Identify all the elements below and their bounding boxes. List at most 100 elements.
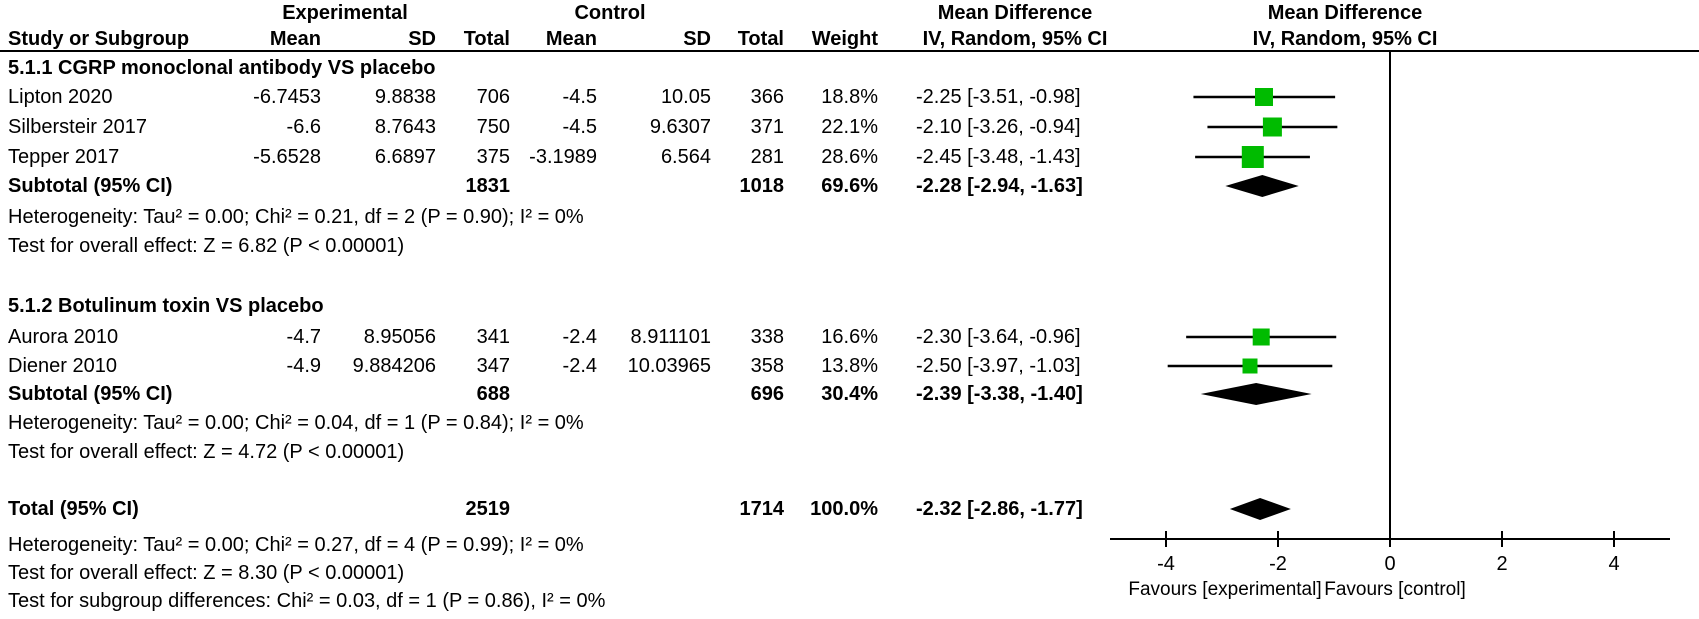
exp-sd: 6.6897: [374, 146, 436, 168]
weight: 22.1%: [821, 116, 878, 138]
col-header-ctrl-sd: SD: [683, 28, 711, 50]
exp-mean: -4.7: [286, 326, 321, 348]
ci-text: -2.10 [-3.26, -0.94]: [916, 116, 1081, 138]
exp-total: 347: [476, 355, 510, 377]
subtotal-ctrl-total: 1018: [739, 175, 785, 197]
total-weight: 100.0%: [810, 498, 878, 520]
ctrl-sd: 10.03965: [627, 355, 711, 377]
subtotal-weight: 69.6%: [821, 175, 878, 197]
col-header-ci-text: IV, Random, 95% CI: [922, 28, 1108, 50]
header-control: Control: [574, 2, 646, 24]
ctrl-mean: -2.4: [562, 355, 597, 377]
total-ci-text: -2.32 [-2.86, -1.77]: [916, 498, 1083, 520]
ctrl-mean: -4.5: [562, 116, 597, 138]
weight: 18.8%: [821, 86, 878, 108]
header-mean-difference-2: Mean Difference: [1267, 2, 1423, 24]
effect-square: [1252, 328, 1270, 346]
tick-label: 4: [1608, 553, 1620, 575]
overall-effect-note: Test for overall effect: Z = 6.82 (P < 0…: [8, 235, 405, 257]
subtotal-ci-text: -2.28 [-2.94, -1.63]: [916, 175, 1083, 197]
subtotal-diamond: [1200, 383, 1312, 405]
exp-mean: -6.6: [286, 116, 321, 138]
total-heterogeneity-note: Heterogeneity: Tau² = 0.00; Chi² = 0.27,…: [8, 534, 584, 556]
exp-sd: 8.95056: [363, 326, 436, 348]
ctrl-total: 371: [750, 116, 784, 138]
ctrl-sd: 10.05: [660, 86, 711, 108]
col-header-ctrl-mean: Mean: [545, 28, 597, 50]
tick-label: -2: [1269, 553, 1287, 575]
subtotal-weight: 30.4%: [821, 383, 878, 405]
ctrl-mean: -3.1989: [529, 146, 597, 168]
col-header-exp-mean: Mean: [269, 28, 321, 50]
col-header-ctrl-total: Total: [737, 28, 784, 50]
ci-text: -2.25 [-3.51, -0.98]: [916, 86, 1081, 108]
study-name: Diener 2010: [8, 355, 117, 377]
col-header-weight: Weight: [811, 28, 878, 50]
effect-square: [1242, 358, 1258, 374]
weight: 28.6%: [821, 146, 878, 168]
study-name: Silbersteir 2017: [8, 116, 147, 138]
effect-square: [1262, 117, 1282, 137]
ctrl-sd: 6.564: [660, 146, 711, 168]
overall-effect-note: Test for overall effect: Z = 4.72 (P < 0…: [8, 441, 405, 463]
tick-label: -4: [1157, 553, 1175, 575]
exp-sd: 9.884206: [352, 355, 436, 377]
subgroup-differences-note: Test for subgroup differences: Chi² = 0.…: [8, 590, 606, 612]
ctrl-total: 338: [750, 326, 784, 348]
header-rule: [0, 50, 1699, 52]
col-header-exp-total: Total: [463, 28, 510, 50]
col-header-study: Study or Subgroup: [8, 28, 190, 50]
exp-total: 750: [476, 116, 510, 138]
exp-total: 375: [476, 146, 510, 168]
ctrl-mean: -4.5: [562, 86, 597, 108]
col-header-exp-sd: SD: [408, 28, 436, 50]
total-diamond: [1229, 498, 1291, 520]
exp-mean: -6.7453: [253, 86, 321, 108]
effect-square: [1255, 88, 1273, 106]
exp-total: 341: [476, 326, 510, 348]
ctrl-total: 281: [750, 146, 784, 168]
header-experimental: Experimental: [282, 2, 408, 24]
ctrl-sd: 9.6307: [649, 116, 711, 138]
study-name: Tepper 2017: [8, 146, 120, 168]
subtotal-ci-text: -2.39 [-3.38, -1.40]: [916, 383, 1083, 405]
favours-control-label: Favours [control]: [1324, 579, 1466, 600]
total-ctrl-total: 1714: [739, 498, 785, 520]
exp-sd: 8.7643: [374, 116, 436, 138]
effect-square: [1241, 146, 1264, 168]
subtotal-diamond: [1225, 175, 1299, 197]
exp-total: 706: [476, 86, 510, 108]
ci-text: -2.30 [-3.64, -0.96]: [916, 326, 1081, 348]
heterogeneity-note: Heterogeneity: Tau² = 0.00; Chi² = 0.21,…: [8, 206, 584, 228]
exp-mean: -5.6528: [253, 146, 321, 168]
ci-text: -2.45 [-3.48, -1.43]: [916, 146, 1081, 168]
exp-mean: -4.9: [286, 355, 321, 377]
weight: 13.8%: [821, 355, 878, 377]
subtotal-label: Subtotal (95% CI): [8, 383, 173, 405]
tick-label: 0: [1384, 553, 1396, 575]
ctrl-mean: -2.4: [562, 326, 597, 348]
exp-sd: 9.8838: [374, 86, 436, 108]
tick-label: 2: [1496, 553, 1508, 575]
header-mean-difference-1: Mean Difference: [937, 2, 1093, 24]
total-label: Total (95% CI): [8, 498, 139, 520]
total-exp-total: 2519: [465, 498, 511, 520]
study-name: Lipton 2020: [8, 86, 113, 108]
ctrl-sd: 8.911101: [630, 326, 711, 348]
col-header-ci-plot: IV, Random, 95% CI: [1252, 28, 1438, 50]
subgroup-heading: 5.1.2 Botulinum toxin VS placebo: [8, 295, 324, 317]
subgroup-heading: 5.1.1 CGRP monoclonal antibody VS placeb…: [8, 57, 436, 79]
subtotal-exp-total: 688: [476, 383, 510, 405]
subtotal-exp-total: 1831: [465, 175, 511, 197]
weight: 16.6%: [821, 326, 878, 348]
total-overall-effect-note: Test for overall effect: Z = 8.30 (P < 0…: [8, 562, 405, 584]
study-name: Aurora 2010: [8, 326, 119, 348]
heterogeneity-note: Heterogeneity: Tau² = 0.00; Chi² = 0.04,…: [8, 412, 584, 434]
ctrl-total: 366: [750, 86, 784, 108]
ctrl-total: 358: [750, 355, 784, 377]
subtotal-ctrl-total: 696: [750, 383, 784, 405]
subtotal-label: Subtotal (95% CI): [8, 175, 173, 197]
favours-experimental-label: Favours [experimental]: [1128, 579, 1322, 600]
